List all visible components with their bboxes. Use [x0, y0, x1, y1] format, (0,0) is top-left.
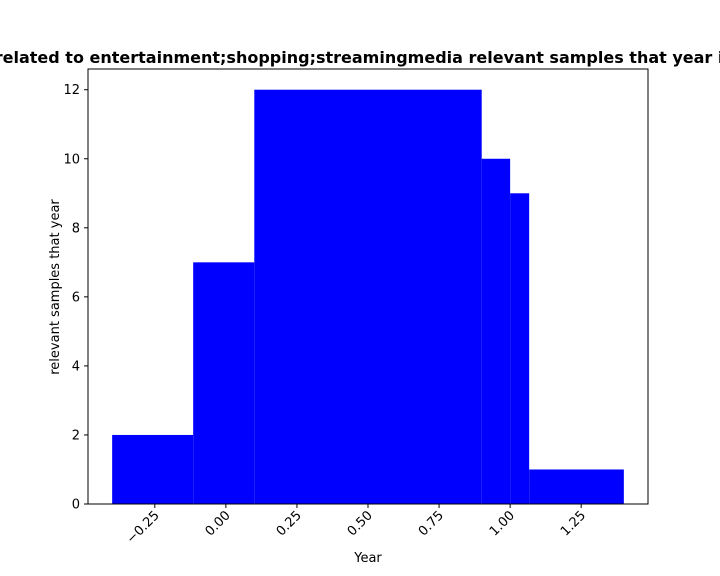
y-tick-label-3: 6	[72, 290, 80, 305]
y-tick-label-6: 12	[63, 83, 80, 98]
bar-0	[112, 434, 194, 504]
y-axis: 0 2 4 6 8 10 12	[63, 83, 88, 513]
x-tick-label-6: 1.25	[558, 508, 589, 539]
bar-4	[510, 193, 530, 505]
x-tick-label-0: −0.25	[124, 508, 163, 547]
y-tick-label-5: 10	[63, 152, 80, 167]
y-axis-label: relevant samples that year	[48, 199, 63, 375]
bar-3	[481, 158, 511, 504]
bar-1	[193, 262, 255, 504]
y-tick-label-2: 4	[72, 359, 80, 374]
x-axis-label: Year	[353, 551, 382, 566]
x-axis: −0.25 0.00 0.25 0.50 0.75 1.00 1.25	[124, 504, 589, 547]
chart-title: Number of related to entertainment;shopp…	[0, 48, 720, 67]
x-tick-label-5: 1.00	[487, 508, 518, 539]
x-tick-label-3: 0.50	[345, 508, 376, 539]
bars-group	[112, 89, 624, 505]
y-tick-label-4: 8	[72, 221, 80, 236]
x-tick-label-2: 0.25	[274, 508, 305, 539]
y-tick-label-0: 0	[72, 498, 80, 513]
bar-5	[529, 469, 624, 504]
x-tick-label-4: 0.75	[416, 508, 447, 539]
x-tick-label-1: 0.00	[203, 508, 234, 539]
y-tick-label-1: 2	[72, 428, 80, 443]
bar-2	[254, 89, 482, 504]
